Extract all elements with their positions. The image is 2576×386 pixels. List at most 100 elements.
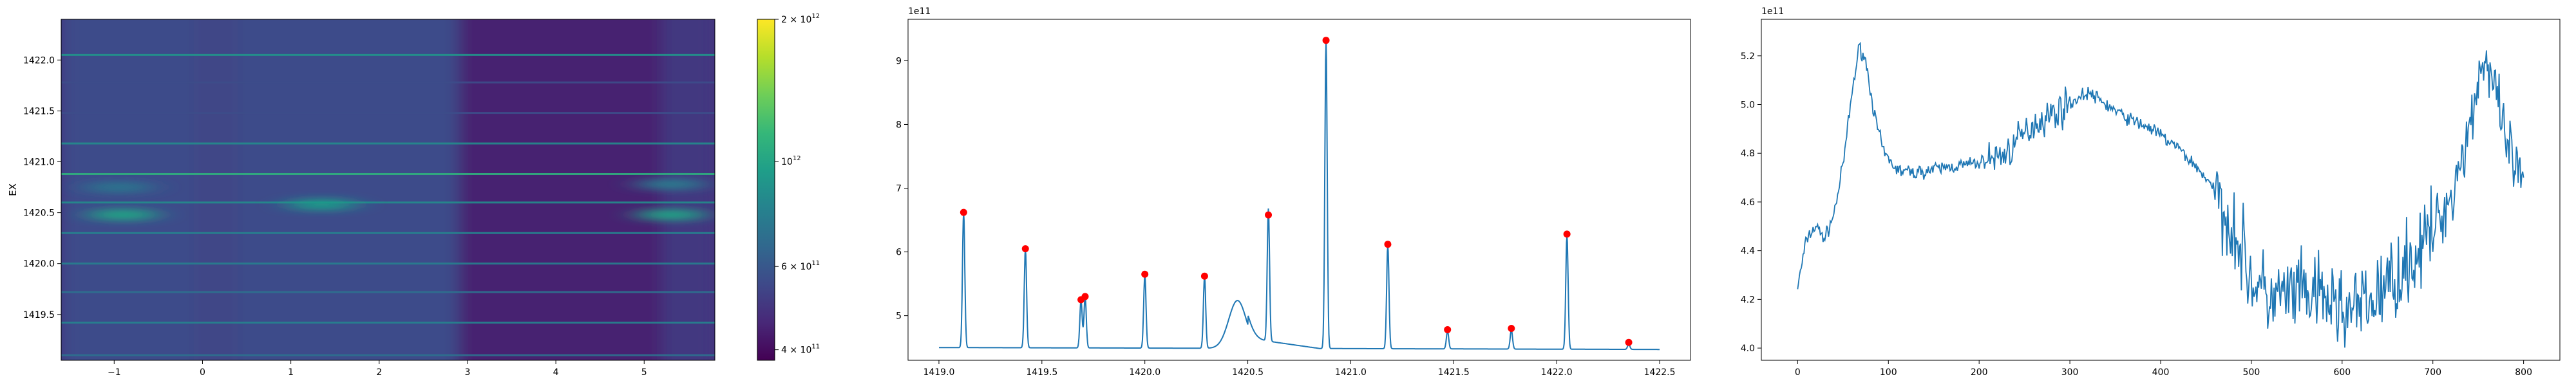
heatmap-blob xyxy=(286,198,357,210)
heatmap-ylabel: EX xyxy=(7,183,19,196)
peaks-y-tick-label: 8 xyxy=(896,120,902,130)
heatmap-x-tick-label: 3 xyxy=(464,367,470,378)
heatmap-y-tick-label: 1420.0 xyxy=(23,259,55,270)
profile-line xyxy=(1797,41,2524,348)
heatmap-panel: −1 0 1 2 3 4 5 1419.51420.01420.51421.01421.51… xyxy=(7,19,715,378)
peaks-y-tick-label: 5 xyxy=(896,311,902,322)
heatmap-line xyxy=(61,53,715,56)
peak-marker xyxy=(1265,211,1273,219)
heatmap-line xyxy=(61,172,715,175)
peak-marker xyxy=(1625,338,1633,346)
profile-x-tick-label: 600 xyxy=(2333,367,2351,378)
profile-y-tick-label: 4.6 xyxy=(1741,198,1755,208)
peak-markers xyxy=(960,37,1633,346)
heatmap-band xyxy=(193,19,238,360)
profile-y-tick-label: 5.0 xyxy=(1741,100,1755,111)
profile-x-tick-label: 0 xyxy=(1795,367,1801,378)
peak-marker xyxy=(960,208,967,216)
profile-y-offset: 1e11 xyxy=(1761,6,1784,17)
peaks-panel: 1419.0 1419.5 1420.0 1420.5 1421.0 1421.5 1422… xyxy=(896,6,1691,378)
peaks-y-tick-label: 9 xyxy=(896,56,902,66)
heatmap-blob xyxy=(88,208,159,221)
peaks-y-tick-label: 7 xyxy=(896,184,902,194)
heatmap-line xyxy=(61,262,715,265)
profile-y-tick-label: 4.8 xyxy=(1741,149,1755,159)
heatmap-y-tick-label: 1420.5 xyxy=(23,208,55,219)
profile-x-tick-label: 300 xyxy=(2061,367,2079,378)
peaks-y-axis: 5 6 7 8 9 xyxy=(896,56,908,322)
peak-marker xyxy=(1021,245,1029,253)
colorbar-gradient xyxy=(757,19,775,361)
heatmap-x-axis: −1 0 1 2 3 4 5 xyxy=(108,360,647,378)
colorbar-tick-label: 4 × 1011 xyxy=(781,344,820,356)
profile-x-tick-label: 700 xyxy=(2424,367,2441,378)
heatmap-x-tick-label: 1 xyxy=(288,367,294,378)
profile-y-tick-label: 4.4 xyxy=(1741,246,1755,257)
peak-marker xyxy=(1384,241,1392,248)
peaks-x-tick-label: 1421.0 xyxy=(1335,367,1367,378)
peaks-x-tick-label: 1422.5 xyxy=(1644,367,1676,378)
heatmap-line xyxy=(61,201,715,204)
peak-marker xyxy=(1141,270,1149,278)
profile-frame xyxy=(1761,19,2561,361)
heatmap-line xyxy=(61,142,715,145)
heatmap-line xyxy=(61,291,715,293)
peaks-x-tick-label: 1419.0 xyxy=(923,367,954,378)
profile-x-tick-label: 200 xyxy=(1971,367,1988,378)
peaks-x-tick-label: 1420.5 xyxy=(1232,367,1264,378)
profile-x-axis: 0 100 200 300 400 500 600 700 800 xyxy=(1795,360,2532,378)
heatmap-blob xyxy=(635,178,706,190)
spectrum-line xyxy=(939,41,1660,351)
peak-marker xyxy=(1081,293,1089,300)
heatmap-x-tick-label: 2 xyxy=(376,367,382,378)
peak-marker xyxy=(1444,326,1452,333)
peaks-y-offset: 1e11 xyxy=(908,6,931,17)
heatmap-x-tick-label: 5 xyxy=(641,367,647,378)
heatmap-image xyxy=(61,19,715,360)
profile-x-tick-label: 400 xyxy=(2152,367,2170,378)
peaks-x-tick-label: 1420.0 xyxy=(1129,367,1160,378)
colorbar-tick-label: 2 × 1012 xyxy=(781,13,820,25)
heatmap-line xyxy=(61,112,715,115)
heatmap-blob xyxy=(635,208,706,221)
heatmap-x-tick-label: −1 xyxy=(108,367,121,378)
heatmap-line xyxy=(61,232,715,234)
peaks-x-tick-label: 1421.5 xyxy=(1438,367,1470,378)
colorbar-tick-label: 6 × 1011 xyxy=(781,260,820,272)
profile-x-tick-label: 800 xyxy=(2515,367,2532,378)
heatmap-y-tick-label: 1421.5 xyxy=(23,106,55,116)
heatmap-bands xyxy=(61,19,715,360)
peaks-x-tick-label: 1419.5 xyxy=(1026,367,1057,378)
heatmap-blobs xyxy=(83,178,706,221)
heatmap-frame xyxy=(61,19,715,361)
heatmap-y-axis: 1419.5 1420.0 1420.5 1421.0 1421.5 1422.0 xyxy=(23,55,61,320)
profile-y-tick-label: 4.0 xyxy=(1741,344,1755,354)
peak-marker xyxy=(1563,230,1571,238)
heatmap-line xyxy=(61,321,715,324)
peaks-frame xyxy=(907,19,1691,361)
profile-y-tick-label: 4.2 xyxy=(1741,295,1755,305)
heatmap-blob xyxy=(83,181,155,194)
profile-y-tick-label: 5.2 xyxy=(1741,51,1755,62)
colorbar: 4 × 1011 6 × 1011 1012 2 × 1012 xyxy=(757,13,820,361)
peak-marker xyxy=(1322,37,1330,44)
heatmap-line xyxy=(61,81,715,84)
heatmap-x-tick-label: 4 xyxy=(553,367,559,378)
peaks-y-tick-label: 6 xyxy=(896,248,902,258)
peak-marker xyxy=(1200,272,1208,280)
heatmap-x-tick-label: 0 xyxy=(200,367,205,378)
peak-marker xyxy=(1508,324,1515,332)
heatmap-y-tick-label: 1421.0 xyxy=(23,157,55,167)
peaks-x-axis: 1419.0 1419.5 1420.0 1420.5 1421.0 1421.5 1422… xyxy=(923,360,1676,378)
profile-panel: 0 100 200 300 400 500 600 700 800 4.0 4.2 4.4 4.6 4.… xyxy=(1741,6,2561,378)
colorbar-tick-label: 1012 xyxy=(781,155,801,167)
peaks-x-tick-label: 1422.0 xyxy=(1541,367,1573,378)
heatmap-y-tick-label: 1422.0 xyxy=(23,55,55,66)
profile-x-tick-label: 500 xyxy=(2243,367,2260,378)
colorbar-ticks: 4 × 1011 6 × 1011 1012 2 × 1012 xyxy=(775,13,820,356)
heatmap-band xyxy=(459,19,662,360)
heatmap-line xyxy=(61,354,715,356)
heatmap-y-tick-label: 1419.5 xyxy=(23,310,55,320)
profile-x-tick-label: 100 xyxy=(1880,367,1897,378)
